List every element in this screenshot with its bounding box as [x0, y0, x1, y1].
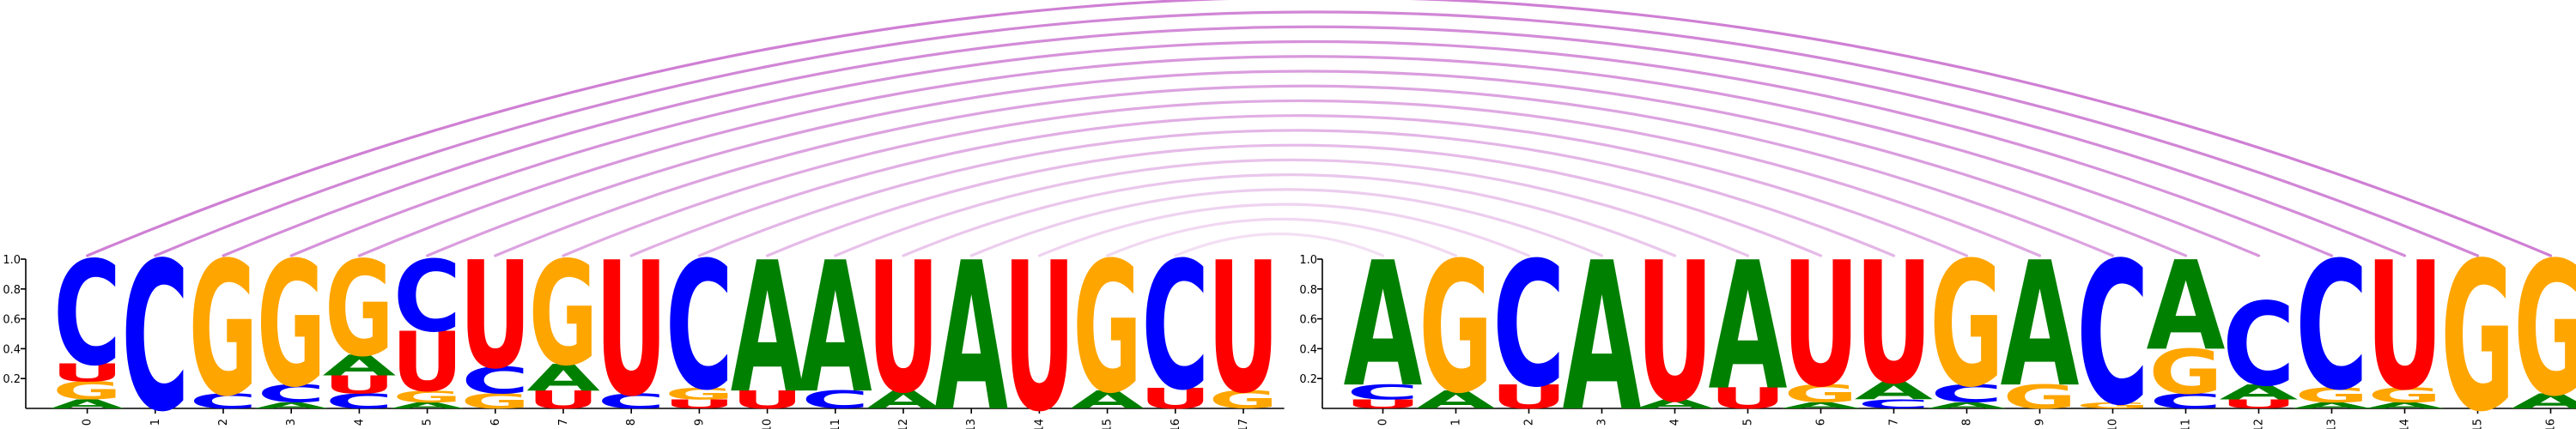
logo-glyph-u: U — [595, 223, 667, 429]
logo-glyph-u: U — [1207, 224, 1279, 429]
x-tick-label: 5 — [422, 419, 434, 426]
logo-glyph-g: G — [1929, 226, 2003, 426]
logo-glyph-g: G — [1072, 223, 1141, 429]
y-tick-label: 0.8 — [1299, 284, 1317, 297]
logo-glyph-c: C — [2222, 279, 2295, 412]
y-tick-label: 1.0 — [1299, 254, 1317, 267]
base-pair-arc — [155, 12, 2478, 256]
x-tick-label: 0 — [82, 419, 94, 426]
logo-glyph-g: G — [2513, 222, 2576, 429]
logo-glyph-u: U — [1637, 221, 1714, 429]
logo-glyph-g: G — [325, 234, 393, 386]
x-tick-label: 11 — [2180, 419, 2193, 429]
logo-glyph-u: U — [1783, 227, 1860, 426]
logo-glyph-c: C — [665, 224, 733, 429]
logo-glyph-g: G — [529, 232, 598, 398]
logo-glyph-u: U — [459, 232, 532, 402]
logo-glyph-a: A — [1709, 225, 1788, 429]
x-tick-label: 4 — [353, 419, 366, 426]
logo-glyph-a: A — [731, 223, 805, 429]
logo-glyph-c: C — [53, 232, 121, 398]
logo-glyph-c: C — [1492, 225, 1565, 426]
x-tick-label: 6 — [489, 419, 502, 426]
y-tick-label: 0.4 — [1299, 343, 1317, 356]
logo-glyph-g: G — [189, 223, 258, 429]
logo-glyph-u: U — [2366, 224, 2444, 429]
logo-glyph-g: G — [257, 227, 325, 426]
logo-glyph-a: A — [1563, 220, 1642, 429]
logo-glyph-g: G — [1419, 225, 1492, 429]
logo-glyph-g: G — [2440, 220, 2514, 429]
logo-glyph-a: A — [2147, 235, 2226, 378]
y-tick-label: 1.0 — [3, 254, 21, 267]
logo-glyph-a: A — [2001, 225, 2080, 426]
y-tick-label: 0.4 — [3, 343, 21, 356]
logo-glyph-u: U — [867, 224, 939, 429]
y-tick-label: 0.8 — [3, 284, 21, 297]
y-tick-label: 0.2 — [1299, 373, 1317, 386]
y-tick-label: 0.6 — [1299, 314, 1317, 327]
x-tick-label: 12 — [2253, 419, 2266, 429]
y-tick-label: 0.6 — [3, 314, 21, 327]
x-tick-label: 7 — [557, 419, 570, 426]
logo-glyph-a: A — [934, 219, 1008, 429]
logo-glyph-c: C — [2076, 221, 2149, 429]
logo-glyph-c: C — [121, 218, 189, 429]
y-tick-label: 0.2 — [3, 373, 21, 386]
logo-glyph-c: C — [2295, 226, 2368, 429]
logo-glyph-a: A — [799, 223, 872, 429]
base-pair-arcs — [88, 0, 2551, 256]
logo-glyph-c: C — [1141, 224, 1209, 429]
logo-glyph-c: C — [393, 240, 461, 354]
logo-glyph-a: A — [1344, 225, 1423, 426]
logo-glyph-u: U — [1004, 221, 1076, 429]
logo-glyph-u: U — [1856, 227, 1933, 421]
